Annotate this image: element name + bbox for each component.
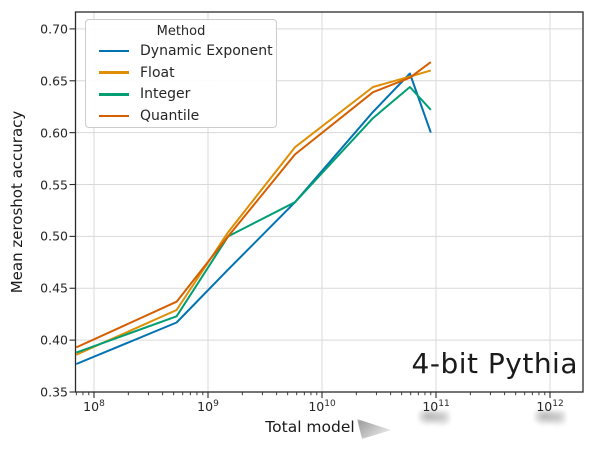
legend-item-label: Dynamic Exponent — [140, 42, 273, 59]
legend-item: Dynamic Exponent — [86, 40, 276, 62]
line-swatch — [99, 114, 129, 118]
legend-item-label: Float — [140, 64, 175, 81]
series-line-integer — [75, 86, 432, 354]
y-tick-label: 0.60 — [40, 125, 68, 141]
legend-item-label: Quantile — [140, 107, 200, 124]
y-tick-label: 0.40 — [40, 332, 68, 348]
legend-item: Float — [86, 62, 276, 84]
x-tick-label: 1010 — [308, 399, 336, 415]
x-tick-label: 1012 — [536, 399, 564, 415]
y-tick-label: 0.45 — [40, 280, 68, 296]
y-tick-label: 0.35 — [40, 384, 68, 400]
plot-spines — [74, 11, 584, 393]
x-axis-label: Total model — [265, 418, 355, 436]
legend: Method Dynamic Exponent Float Integer Qu… — [85, 19, 277, 128]
line-swatch — [99, 49, 129, 53]
y-axis-label: Mean zeroshot accuracy — [8, 110, 26, 294]
line-swatch — [99, 71, 129, 74]
x-tick-label: 1011 — [422, 399, 450, 415]
y-tick-label: 0.55 — [40, 177, 68, 192]
x-tick-label: 109 — [197, 399, 219, 415]
x-tick-label: 108 — [83, 399, 105, 415]
series-line-quantile — [75, 61, 432, 349]
legend-item: Integer — [86, 83, 276, 105]
line-swatch — [99, 92, 129, 96]
legend-item: Quantile — [86, 105, 276, 127]
plot-annotation: 4-bit Pythia — [411, 347, 578, 380]
y-tick-label: 0.65 — [40, 73, 68, 89]
legend-item-label: Integer — [140, 86, 191, 103]
y-tick-label: 0.70 — [40, 21, 68, 37]
legend-title: Method — [156, 24, 206, 39]
y-tick-label: 0.50 — [40, 228, 68, 244]
